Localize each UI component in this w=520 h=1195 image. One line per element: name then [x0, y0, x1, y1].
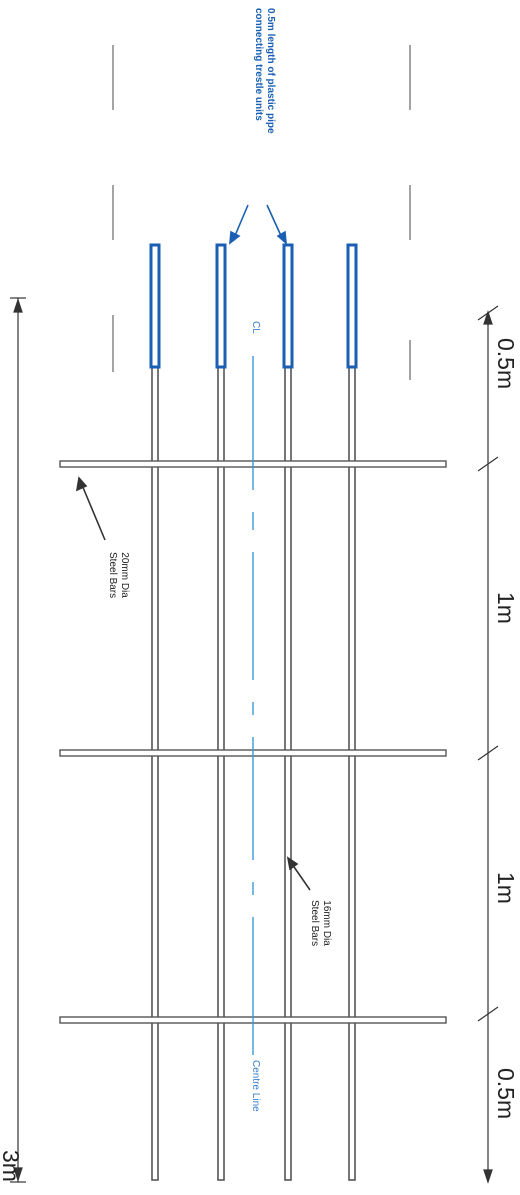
longitudinal-bar: [348, 244, 356, 1181]
dimension-segment-4: 0.5m: [493, 1068, 519, 1120]
pipe-note-line2: connecting trestle units: [253, 8, 264, 121]
plastic-pipes: [149, 243, 358, 369]
small-bars-line2: Steel Bars: [309, 900, 320, 947]
dimension-line-overall: [10, 297, 26, 1183]
longitudinal-bar: [151, 244, 159, 1181]
large-bars-line1: 20mm Dia: [119, 552, 130, 598]
dimension-segment-3: 1m: [493, 872, 519, 904]
centre-line-label: Centre Line: [250, 1060, 261, 1112]
pipe-note-line1: 0.5m length of plastic pipe: [265, 8, 276, 134]
dimension-total: 3m: [0, 1150, 24, 1182]
plastic-pipe: [149, 243, 161, 369]
cl-mark: CL: [250, 321, 261, 334]
large-bars-note: 20mm Dia Steel Bars: [106, 552, 130, 598]
longitudinal-bar: [284, 244, 292, 1181]
pipe-note: 0.5m length of plastic pipe connecting t…: [252, 8, 276, 134]
plastic-pipe: [282, 243, 294, 369]
dimension-line-segments: [477, 305, 499, 1184]
dimension-segment-1: 0.5m: [493, 338, 519, 390]
small-bars-note: 16mm Dia Steel Bars: [308, 900, 332, 946]
large-bars-line2: Steel Bars: [107, 552, 118, 599]
dimension-segment-2: 1m: [493, 592, 519, 624]
dashed-guides: [112, 45, 411, 380]
plastic-pipe: [215, 243, 227, 369]
small-bars-line1: 16mm Dia: [321, 900, 332, 946]
longitudinal-bar: [217, 244, 225, 1181]
plastic-pipe: [346, 243, 358, 369]
note-arrows: [75, 204, 311, 891]
